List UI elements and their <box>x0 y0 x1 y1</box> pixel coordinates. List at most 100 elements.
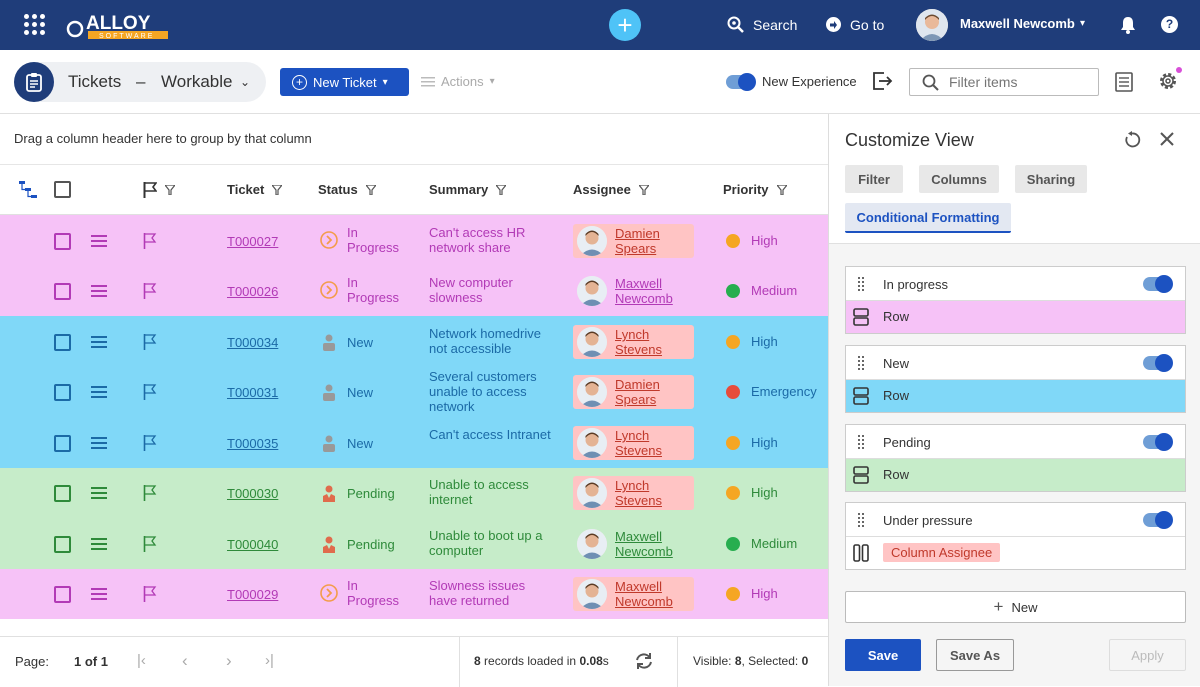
ticket-id-link[interactable]: T000034 <box>227 335 279 350</box>
apps-grid-icon[interactable] <box>24 14 45 35</box>
flag-icon[interactable] <box>143 283 157 302</box>
ticket-id-link[interactable]: T000040 <box>227 537 279 552</box>
tab-filter[interactable]: Filter <box>845 165 903 193</box>
row-menu-icon[interactable] <box>91 386 107 398</box>
ticket-id-link[interactable]: T000030 <box>227 486 279 501</box>
row-checkbox[interactable] <box>54 536 71 553</box>
new-rule-button[interactable]: + New <box>845 591 1186 623</box>
assignee-cell[interactable]: Maxwell Newcomb <box>573 577 694 611</box>
save-button[interactable]: Save <box>845 639 921 671</box>
flag-icon[interactable] <box>143 586 157 605</box>
row-menu-icon[interactable] <box>91 538 107 550</box>
conditional-rule[interactable]: Under pressure Column Assignee <box>845 502 1186 570</box>
assignee-column-header[interactable]: Assignee <box>573 182 649 197</box>
filter-funnel-icon[interactable] <box>638 184 649 195</box>
row-checkbox[interactable] <box>54 435 71 452</box>
flag-column-header[interactable] <box>143 182 175 198</box>
ticket-id-link[interactable]: T000031 <box>227 385 279 400</box>
apply-button[interactable]: Apply <box>1109 639 1186 671</box>
conditional-rule[interactable]: In progress Row <box>845 266 1186 334</box>
table-row[interactable]: T000030 Pending Unable to access internet L… <box>0 468 828 518</box>
status-column-header[interactable]: Status <box>318 182 376 197</box>
select-all-checkbox[interactable] <box>54 181 71 198</box>
drag-handle-icon[interactable] <box>858 277 864 291</box>
assignee-cell[interactable]: Damien Spears <box>573 375 694 409</box>
tab-conditional-formatting[interactable]: Conditional Formatting <box>845 203 1011 233</box>
flag-icon[interactable] <box>143 233 157 252</box>
new-ticket-button[interactable]: + New Ticket ▾ <box>280 68 409 96</box>
group-by-hint[interactable]: Drag a column header here to group by th… <box>0 114 828 165</box>
drag-handle-icon[interactable] <box>858 513 864 527</box>
row-checkbox[interactable] <box>54 334 71 351</box>
rule-toggle[interactable] <box>1143 433 1173 451</box>
toggle-switch[interactable] <box>726 72 756 91</box>
tab-columns[interactable]: Columns <box>919 165 999 193</box>
user-name[interactable]: Maxwell Newcomb <box>960 16 1075 31</box>
user-avatar[interactable] <box>916 9 948 41</box>
ticket-id-link[interactable]: T000027 <box>227 234 279 249</box>
assignee-cell[interactable]: Maxwell Newcomb <box>573 274 673 308</box>
assignee-name[interactable]: Maxwell Newcomb <box>615 579 673 609</box>
row-checkbox[interactable] <box>54 283 71 300</box>
assignee-cell[interactable]: Damien Spears <box>573 224 694 258</box>
new-experience-toggle[interactable]: New Experience <box>726 72 857 91</box>
rule-toggle[interactable] <box>1143 511 1173 529</box>
table-row[interactable]: T000031 New Several customers unable to ac… <box>0 367 828 417</box>
view-selector[interactable]: Tickets – Workable ⌄ <box>14 62 266 102</box>
assignee-cell[interactable]: Lynch Stevens <box>573 325 694 359</box>
quick-add-button[interactable]: + <box>609 9 641 41</box>
assignee-name[interactable]: Damien Spears <box>615 377 660 407</box>
help-icon[interactable]: ? <box>1161 16 1178 33</box>
row-checkbox[interactable] <box>54 586 71 603</box>
tab-sharing[interactable]: Sharing <box>1015 165 1087 193</box>
filter-funnel-icon[interactable] <box>165 185 175 195</box>
row-menu-icon[interactable] <box>91 235 107 247</box>
row-checkbox[interactable] <box>54 485 71 502</box>
flag-icon[interactable] <box>143 334 157 353</box>
close-icon[interactable] <box>1160 132 1174 149</box>
filter-items-input[interactable] <box>949 74 1089 90</box>
rule-toggle[interactable] <box>1143 275 1173 293</box>
actions-menu[interactable]: Actions ▾ <box>421 74 495 89</box>
assignee-name[interactable]: Lynch Stevens <box>615 428 662 458</box>
exit-icon[interactable] <box>873 72 893 93</box>
ticket-column-header[interactable]: Ticket <box>227 182 283 197</box>
priority-column-header[interactable]: Priority <box>723 182 787 197</box>
next-page-icon[interactable]: › <box>226 651 232 670</box>
summary-column-header[interactable]: Summary <box>429 182 507 197</box>
filter-funnel-icon[interactable] <box>776 184 787 195</box>
assignee-name[interactable]: Maxwell Newcomb <box>615 529 673 559</box>
conditional-rule[interactable]: New Row <box>845 345 1186 413</box>
tree-view-icon[interactable] <box>19 181 39 199</box>
flag-icon[interactable] <box>143 435 157 454</box>
table-row[interactable]: T000034 New Network homedrive not accessib… <box>0 316 828 367</box>
document-icon[interactable] <box>1115 72 1133 95</box>
assignee-name[interactable]: Maxwell Newcomb <box>615 276 673 306</box>
assignee-name[interactable]: Damien Spears <box>615 226 660 256</box>
filter-funnel-icon[interactable] <box>365 184 376 195</box>
assignee-cell[interactable]: Lynch Stevens <box>573 426 694 460</box>
assignee-cell[interactable]: Lynch Stevens <box>573 476 694 510</box>
first-page-icon[interactable]: |‹ <box>137 652 146 669</box>
row-checkbox[interactable] <box>54 384 71 401</box>
ticket-id-link[interactable]: T000026 <box>227 284 279 299</box>
refresh-icon[interactable] <box>634 651 654 674</box>
table-row[interactable]: T000027 In Progress Can't access HR networ… <box>0 215 828 266</box>
reset-icon[interactable] <box>1123 131 1141 152</box>
table-row[interactable]: T000029 In Progress Slowness issues have r… <box>0 569 828 619</box>
flag-icon[interactable] <box>143 485 157 504</box>
table-row[interactable]: T000040 Pending Unable to boot up a comput… <box>0 518 828 569</box>
last-page-icon[interactable]: ›| <box>265 652 274 669</box>
ticket-id-link[interactable]: T000029 <box>227 587 279 602</box>
row-menu-icon[interactable] <box>91 588 107 600</box>
user-menu-caret-icon[interactable]: ▾ <box>1080 18 1086 29</box>
filter-items-box[interactable] <box>909 68 1099 96</box>
search-link[interactable]: Search <box>727 16 797 34</box>
table-row[interactable]: T000035 New Can't access Intranet Lynch Ste… <box>0 417 828 468</box>
filter-funnel-icon[interactable] <box>496 184 507 195</box>
drag-handle-icon[interactable] <box>858 435 864 449</box>
flag-icon[interactable] <box>143 536 157 555</box>
goto-link[interactable]: Go to <box>825 16 884 33</box>
conditional-rule[interactable]: Pending Row <box>845 424 1186 492</box>
row-menu-icon[interactable] <box>91 437 107 449</box>
